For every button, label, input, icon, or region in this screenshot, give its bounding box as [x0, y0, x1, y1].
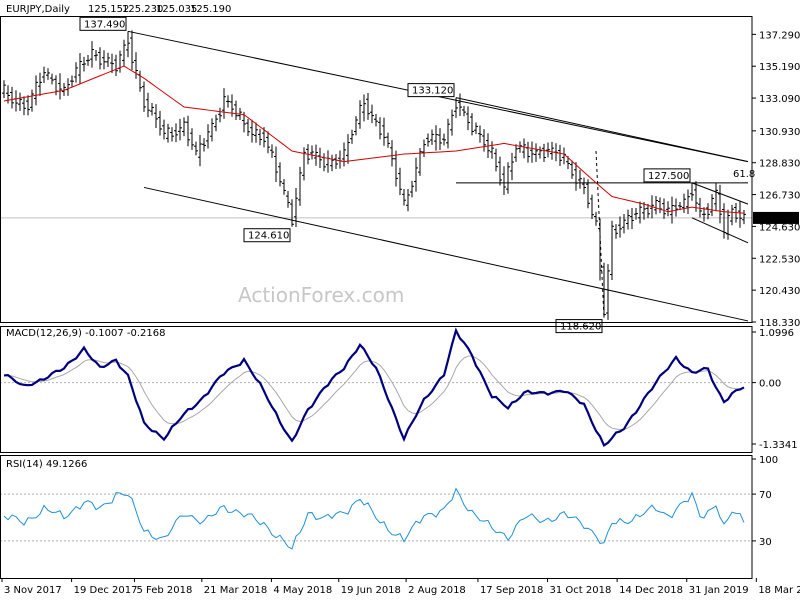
rsi-title: RSI(14) 49.1266: [6, 459, 87, 470]
x-axis-label: 4 May 2018: [273, 585, 332, 596]
macd-panel-frame: [0, 326, 753, 453]
price-y-tick-label: 122.530: [759, 254, 800, 265]
price-header-low: 125.035: [156, 4, 197, 15]
rsi-y-tick-label: 100: [759, 455, 778, 466]
price-annotation-label: 127.500: [648, 171, 689, 182]
macd-y-tick-label: 1.0996: [759, 328, 794, 339]
rsi-y-tick-label: 30: [759, 537, 772, 548]
x-axis-label: 31 Oct 2018: [550, 585, 612, 596]
price-annotation-label: 124.610: [248, 231, 289, 242]
x-axis-label: 5 Feb 2018: [136, 585, 192, 596]
trend-line: [691, 217, 749, 244]
price-y-tick-label: 120.430: [759, 286, 800, 297]
x-axis-label: 19 Jun 2018: [341, 585, 401, 596]
rsi-panel: 100 70 30: [0, 455, 778, 550]
x-axis-label: 17 Sep 2018: [480, 585, 543, 596]
rsi-y-tick-label: 70: [759, 490, 772, 501]
price-header-close: 125.190: [190, 4, 231, 15]
price-header-open: 125.152: [88, 4, 129, 15]
watermark: ActionForex.com: [238, 283, 404, 307]
macd-y-tick-label: -1.3341: [759, 440, 798, 451]
current-price-box: [753, 211, 799, 224]
macd-line: [3, 327, 745, 447]
price-y-tick-label: 130.930: [759, 127, 800, 138]
current-price-label: 125.190: [757, 214, 798, 225]
macd-title: MACD(12,26,9) -0.1007 -0.2168: [6, 328, 166, 339]
price-y-tick-label: 135.190: [759, 62, 800, 73]
trend-line: [455, 97, 749, 163]
price-annotation-box: [79, 16, 127, 31]
x-axis-label: 18 Mar 2019: [758, 585, 800, 596]
fib-level-label: 61.8: [733, 169, 755, 180]
trend-line: [595, 150, 605, 318]
x-axis-label: 3 Nov 2017: [4, 585, 62, 596]
x-axis-label: 19 Dec 2017: [74, 585, 138, 596]
x-axis-label: 21 Mar 2018: [204, 585, 267, 596]
ema-line: [3, 65, 745, 214]
x-axis-label: 31 Jan 2019: [689, 585, 749, 596]
price-panel: 137.290 135.190 133.090 130.930 128.830 126.7…: [0, 16, 800, 334]
macd-panel: 1.0996 0.00 -1.3341: [0, 327, 798, 451]
price-y-tick-label: 128.830: [759, 159, 800, 170]
price-y-tick-label: 118.330: [759, 318, 800, 329]
macd-signal-line: [3, 355, 745, 430]
rsi-panel-frame: [0, 455, 753, 579]
price-annotation-label: 137.490: [84, 19, 125, 30]
price-annotation-box: [407, 83, 455, 98]
x-axis-label: 14 Dec 2018: [619, 585, 683, 596]
price-annotation-box: [643, 168, 691, 183]
trend-line: [143, 186, 749, 322]
price-y-tick-label: 124.630: [759, 222, 800, 233]
price-header-high: 125.230: [122, 4, 163, 15]
price-header-symbol: EURJPY,Daily: [6, 4, 70, 15]
rsi-line: [3, 487, 745, 550]
price-y-tick-label: 126.730: [759, 191, 800, 202]
price-y-tick-label: 137.290: [759, 30, 800, 41]
price-annotation-label: 118.620: [560, 322, 601, 333]
x-axis-label: 2 Aug 2018: [408, 585, 466, 596]
price-annotation-box: [243, 228, 291, 243]
price-y-tick-label: 133.090: [759, 94, 800, 105]
price-annotation-label: 133.120: [412, 86, 453, 97]
macd-y-tick-label: 0.00: [759, 379, 781, 390]
price-panel-frame: [0, 16, 753, 323]
